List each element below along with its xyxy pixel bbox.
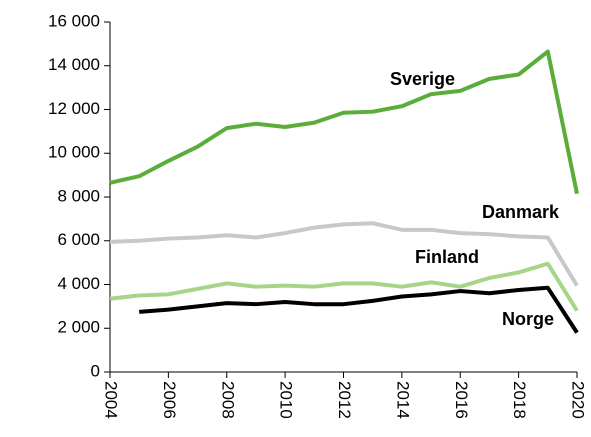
series-label: Norge [502,309,554,329]
y-tick-label: 6 000 [57,230,100,249]
x-tick-label: 2010 [277,381,296,419]
series-line [109,49,579,195]
x-tick-label: 2018 [510,381,529,419]
x-tick-label: 2014 [393,381,412,419]
series-label: Sverige [390,69,455,89]
x-tick-label: 2008 [218,381,237,419]
y-tick-label: 4 000 [57,274,100,293]
series-line [109,261,579,312]
x-tick-label: 2006 [160,381,179,419]
series-label: Danmark [482,202,560,222]
y-tick-label: 2 000 [57,318,100,337]
series-label: Finland [415,247,479,267]
series-line [109,221,579,287]
y-tick-label: 8 000 [57,186,100,205]
y-tick-label: 14 000 [48,55,100,74]
y-tick-label: 16 000 [48,11,100,30]
x-tick-label: 2016 [452,381,471,419]
series-line [139,285,579,334]
y-tick-label: 0 [91,361,100,380]
y-tick-label: 12 000 [48,99,100,118]
x-tick-label: 2004 [102,381,121,419]
x-tick-label: 2012 [335,381,354,419]
x-tick-label: 2020 [569,381,588,419]
y-tick-label: 10 000 [48,143,100,162]
